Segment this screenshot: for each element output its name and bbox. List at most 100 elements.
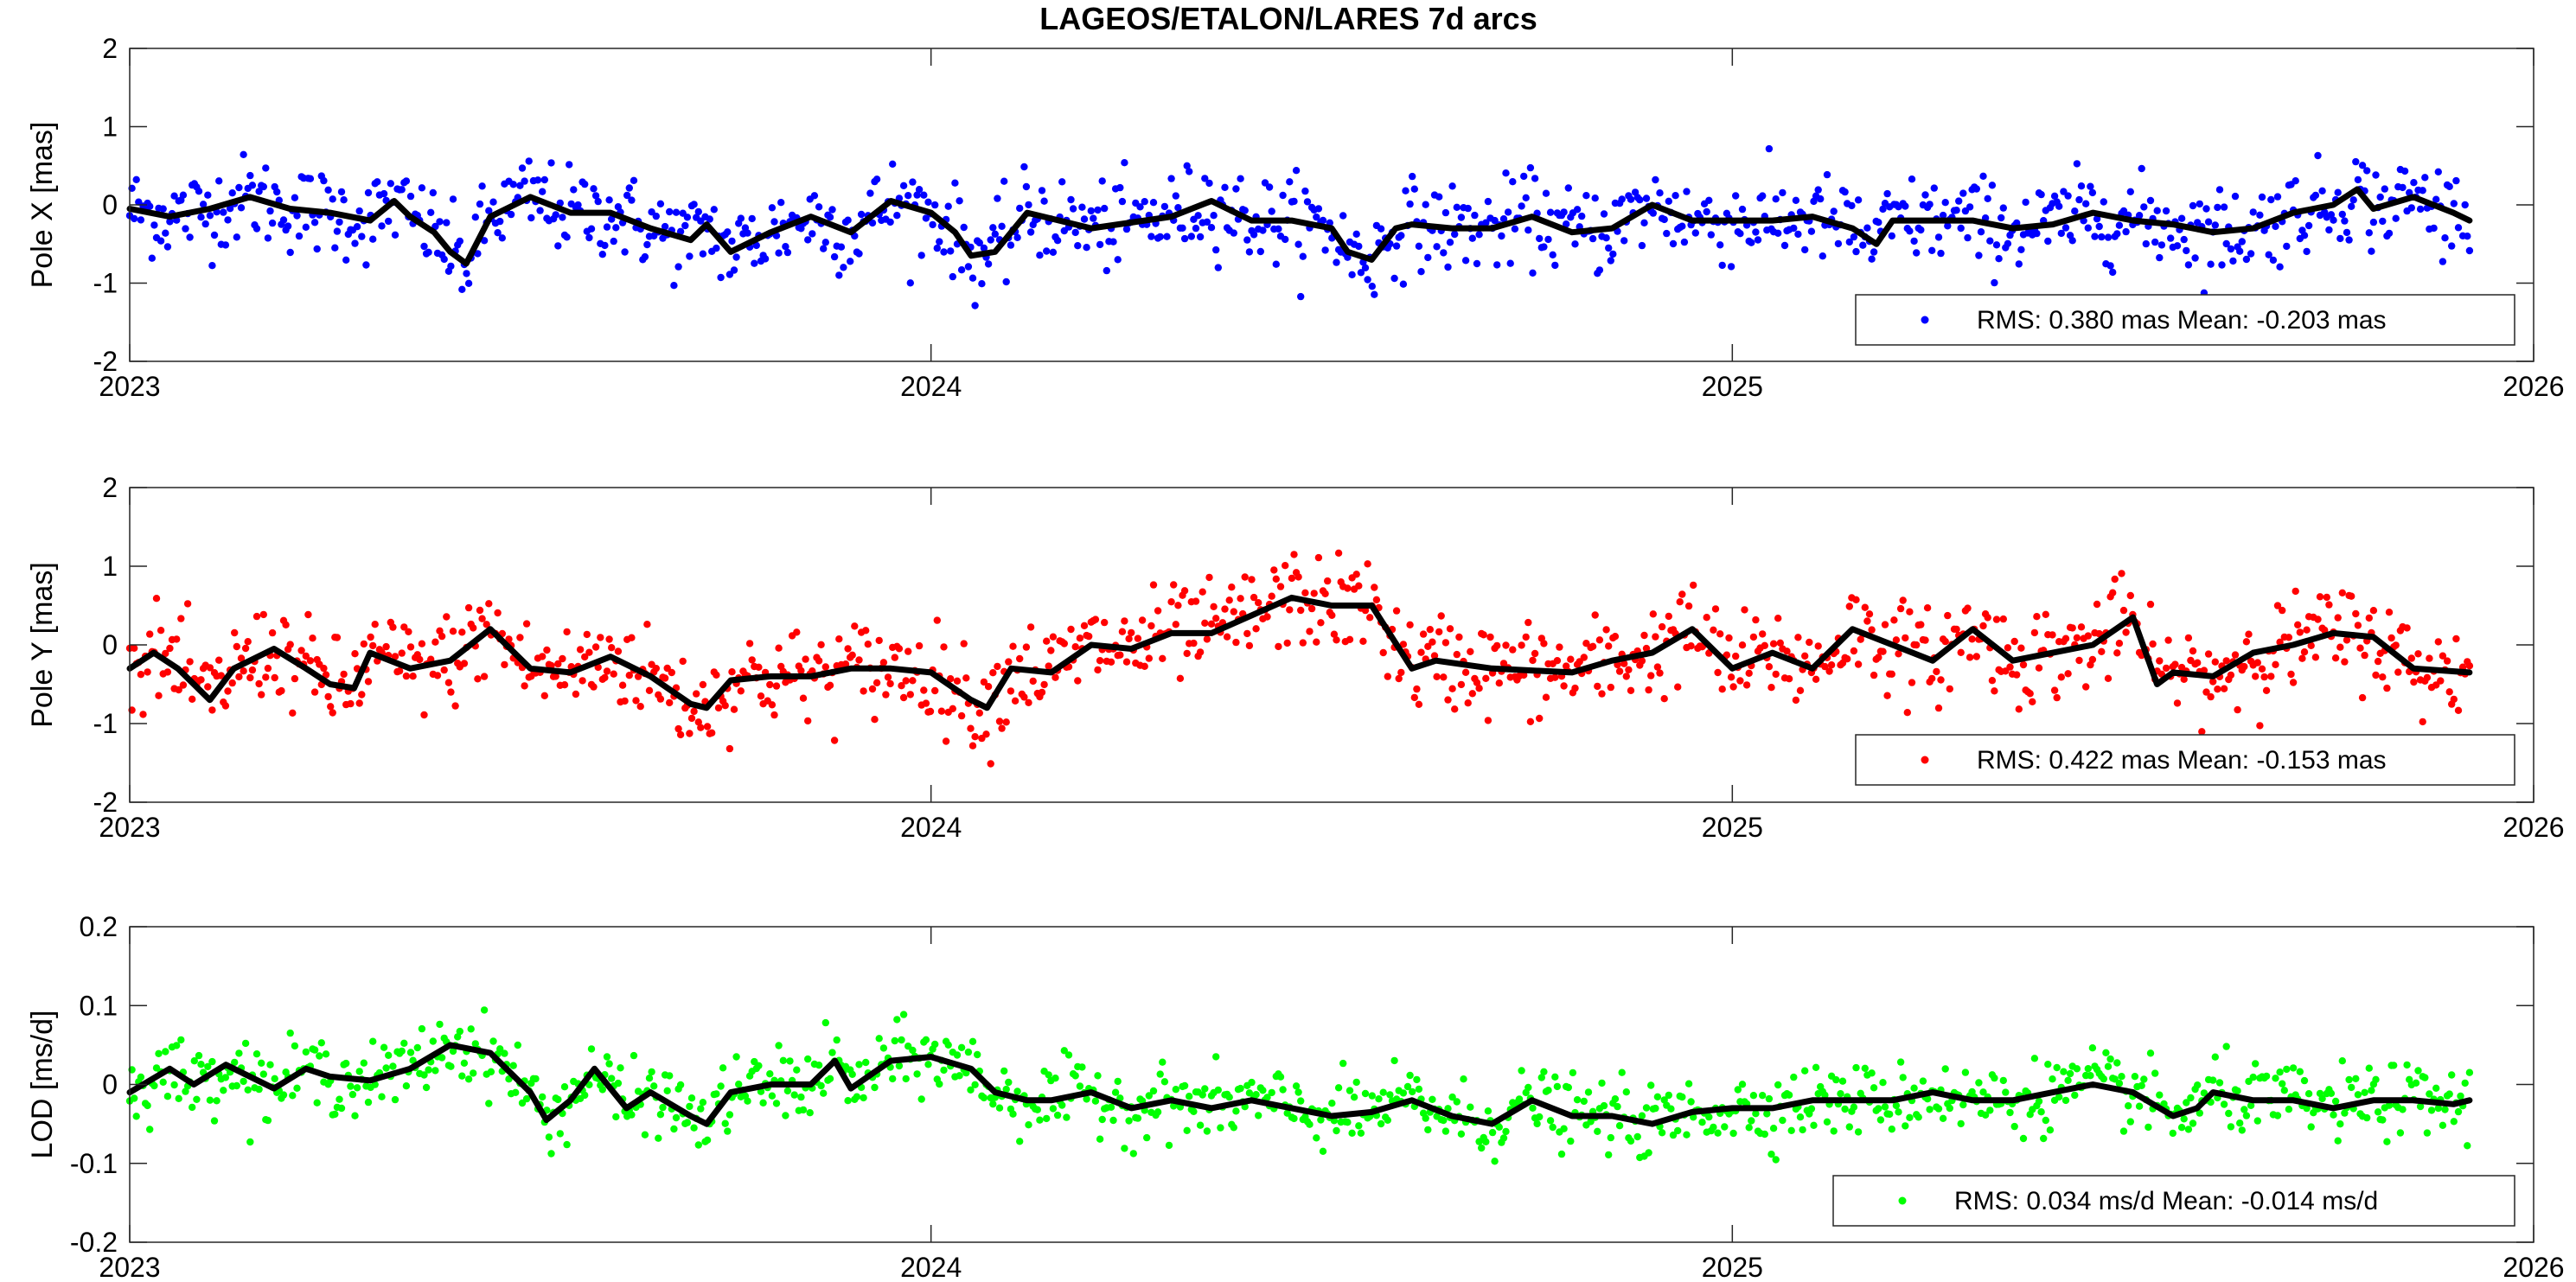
data-point bbox=[431, 1067, 439, 1075]
data-point bbox=[868, 685, 877, 693]
data-point bbox=[1549, 251, 1556, 258]
data-point bbox=[757, 692, 765, 700]
data-point bbox=[1040, 680, 1048, 689]
data-point bbox=[1928, 246, 1936, 254]
data-point bbox=[898, 682, 905, 690]
data-point bbox=[1232, 185, 1240, 193]
data-point bbox=[1111, 1088, 1120, 1096]
data-point bbox=[1714, 1129, 1722, 1137]
data-point bbox=[139, 711, 147, 718]
data-point bbox=[331, 244, 339, 252]
data-point bbox=[1085, 632, 1093, 641]
data-point bbox=[967, 724, 975, 732]
data-point bbox=[697, 724, 705, 731]
data-point bbox=[1334, 549, 1343, 557]
data-point bbox=[828, 1049, 836, 1056]
data-point bbox=[1542, 693, 1550, 701]
data-point bbox=[835, 271, 843, 279]
data-point bbox=[2113, 1059, 2121, 1067]
data-point bbox=[258, 1059, 265, 1068]
data-point bbox=[1767, 684, 1775, 692]
data-point bbox=[1094, 206, 1102, 214]
data-point bbox=[2253, 1117, 2261, 1125]
data-point bbox=[146, 1126, 154, 1133]
data-point bbox=[1934, 1105, 1943, 1113]
data-point bbox=[1221, 605, 1229, 613]
data-point bbox=[1417, 648, 1425, 656]
data-point bbox=[725, 744, 734, 753]
data-point bbox=[1759, 192, 1767, 200]
data-point bbox=[676, 1081, 685, 1089]
data-point bbox=[1780, 241, 1789, 250]
data-point bbox=[1908, 679, 1916, 686]
data-point bbox=[815, 657, 823, 665]
data-point bbox=[848, 651, 856, 659]
data-point bbox=[436, 218, 444, 226]
data-point bbox=[1653, 1093, 1662, 1101]
data-point bbox=[1796, 686, 1805, 694]
x-tick-label: 2025 bbox=[1702, 812, 1763, 843]
data-point bbox=[1502, 1127, 1510, 1136]
data-point bbox=[166, 644, 174, 653]
data-point bbox=[601, 673, 609, 682]
data-point bbox=[1330, 630, 1339, 638]
data-point bbox=[1627, 195, 1635, 203]
data-point bbox=[2156, 1091, 2164, 1099]
data-point bbox=[2194, 1081, 2202, 1089]
data-point bbox=[2311, 654, 2320, 661]
data-point bbox=[516, 634, 524, 641]
data-point bbox=[467, 1025, 475, 1033]
data-point bbox=[144, 668, 151, 676]
data-point bbox=[1047, 647, 1055, 654]
data-point bbox=[1678, 590, 1686, 598]
data-point bbox=[1546, 208, 1555, 216]
data-point bbox=[2061, 1096, 2070, 1105]
data-point bbox=[1633, 1132, 1641, 1141]
data-point bbox=[1669, 239, 1678, 248]
data-point bbox=[2077, 623, 2086, 631]
data-point bbox=[1765, 663, 1774, 671]
data-point bbox=[2115, 221, 2124, 229]
data-point bbox=[336, 1095, 343, 1103]
data-point bbox=[422, 1083, 431, 1092]
data-point bbox=[545, 1133, 553, 1141]
smoothed-line bbox=[126, 594, 2473, 711]
data-point bbox=[2098, 233, 2106, 241]
y-tick-label: -0.2 bbox=[70, 1227, 118, 1258]
data-point bbox=[1390, 1056, 1398, 1065]
data-point bbox=[1397, 668, 1405, 677]
data-point bbox=[204, 1062, 212, 1071]
y-tick-label: -0.1 bbox=[70, 1148, 118, 1179]
data-point bbox=[860, 687, 867, 695]
data-point bbox=[1986, 1107, 1994, 1114]
data-point bbox=[1252, 625, 1260, 633]
data-point bbox=[1071, 643, 1079, 651]
data-point bbox=[772, 1100, 781, 1107]
data-point bbox=[2064, 1076, 2072, 1085]
data-point bbox=[279, 216, 288, 224]
data-point bbox=[2238, 1126, 2246, 1134]
data-point bbox=[1355, 1122, 1363, 1130]
data-point bbox=[1468, 690, 1477, 698]
data-point bbox=[2300, 1076, 2309, 1085]
data-point bbox=[2410, 179, 2418, 187]
data-point bbox=[1149, 581, 1158, 589]
data-point bbox=[293, 212, 301, 220]
data-point bbox=[1210, 603, 1218, 610]
data-point bbox=[793, 628, 801, 636]
data-point bbox=[1774, 1081, 1782, 1089]
data-point bbox=[828, 206, 836, 214]
data-point bbox=[2173, 242, 2182, 250]
data-point bbox=[2049, 631, 2056, 639]
data-point bbox=[768, 204, 777, 212]
x-tick-label: 2024 bbox=[900, 371, 962, 402]
data-point bbox=[1598, 690, 1606, 698]
data-point bbox=[1016, 204, 1024, 213]
data-point bbox=[984, 683, 993, 691]
data-point bbox=[1769, 640, 1778, 647]
data-point bbox=[547, 159, 555, 167]
data-point bbox=[2379, 673, 2387, 681]
data-point bbox=[240, 150, 247, 158]
data-point bbox=[1736, 230, 1744, 238]
data-point bbox=[1172, 621, 1180, 628]
